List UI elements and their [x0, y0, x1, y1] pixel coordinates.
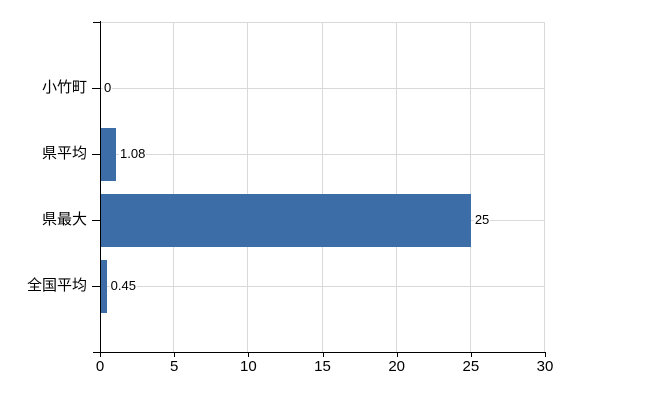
y-axis-line	[100, 21, 101, 352]
grid-line-vertical	[321, 22, 323, 352]
category-label: 県平均	[41, 145, 87, 162]
x-axis-tick	[545, 352, 546, 357]
x-axis-tick	[322, 352, 324, 357]
x-axis-tick	[470, 352, 472, 357]
grid-line-vertical	[247, 22, 249, 352]
x-tick-label: 10	[239, 358, 257, 375]
y-axis-tick	[92, 88, 100, 89]
bar-value-label: 1.08	[119, 146, 147, 162]
x-axis-tick	[396, 352, 398, 357]
x-tick-label: 20	[388, 358, 405, 375]
plot-area	[100, 22, 545, 352]
category-label: 小竹町	[41, 79, 87, 96]
bar	[100, 193, 471, 247]
x-tick-label: 25	[462, 358, 480, 375]
category-label: 全国平均	[26, 277, 87, 294]
grid-line-horizontal	[100, 154, 545, 155]
bar	[100, 259, 107, 313]
grid-line-vertical	[173, 22, 175, 352]
x-axis-tick	[100, 352, 101, 357]
y-axis-tick	[92, 220, 100, 221]
x-tick-label: 5	[169, 358, 179, 375]
bar	[100, 127, 117, 181]
grid-line-vertical	[469, 22, 471, 352]
bar-value-label: 0.45	[109, 278, 137, 294]
grid-line-horizontal	[100, 88, 545, 89]
x-tick-label: 0	[95, 358, 105, 375]
grid-line-horizontal	[100, 286, 545, 287]
y-axis-top-tick	[93, 22, 100, 23]
grid-line-vertical	[544, 22, 545, 352]
y-axis-tick	[92, 154, 100, 155]
x-axis-tick	[248, 352, 250, 357]
bar-value-label: 0	[103, 80, 113, 96]
bar-value-label: 25	[473, 212, 491, 228]
category-label: 県最大	[41, 211, 87, 228]
x-tick-label: 30	[536, 358, 554, 375]
y-axis-tick	[92, 286, 100, 287]
x-axis-line	[93, 352, 546, 353]
x-tick-label: 15	[314, 358, 331, 375]
grid-line-vertical	[395, 22, 397, 352]
grid-line-horizontal	[100, 22, 545, 23]
x-axis-tick	[174, 352, 176, 357]
